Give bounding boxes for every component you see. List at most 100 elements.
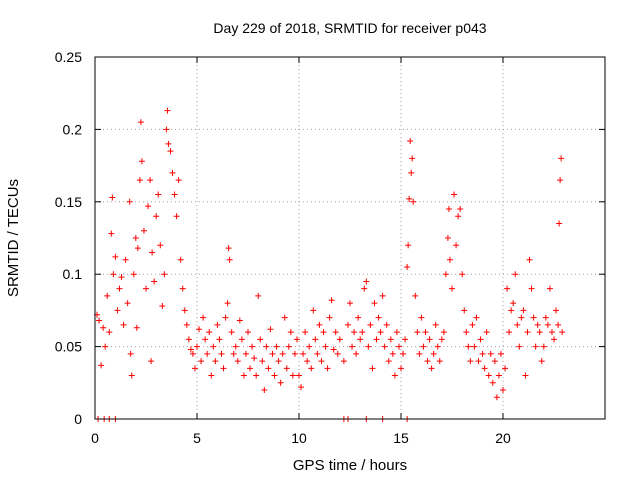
data-point [132, 235, 139, 241]
data-point [404, 263, 411, 270]
data-point [267, 326, 274, 333]
data-point [379, 292, 386, 299]
data-point [240, 372, 247, 379]
data-point [445, 206, 452, 213]
data-point [406, 195, 413, 202]
data-point [171, 191, 178, 198]
data-point [449, 285, 455, 292]
data-point [351, 329, 358, 336]
data-point [407, 137, 414, 144]
data-point [557, 177, 564, 184]
data-point [189, 350, 196, 357]
data-point [283, 365, 290, 372]
data-point [147, 177, 154, 184]
data-point [522, 372, 529, 379]
data-point [559, 329, 566, 336]
data-point [551, 336, 557, 343]
data-point [363, 278, 370, 285]
data-point [526, 256, 533, 263]
data-point [212, 358, 219, 365]
data-point [159, 303, 166, 310]
data-point [206, 329, 213, 336]
data-point [116, 285, 123, 292]
data-point [455, 213, 462, 220]
chart-title: Day 229 of 2018, SRMTID for receiver p04… [213, 20, 486, 36]
data-point [451, 191, 458, 198]
data-point [314, 350, 321, 357]
data-point [249, 343, 256, 350]
data-point [516, 343, 523, 350]
data-point [536, 329, 543, 336]
data-point [187, 346, 194, 353]
data-point [109, 194, 116, 201]
data-point [137, 119, 144, 126]
data-point [242, 350, 249, 357]
data-point [497, 350, 504, 357]
data-point [357, 336, 364, 343]
data-point [544, 321, 551, 328]
data-point [143, 285, 149, 292]
data-point [389, 350, 396, 357]
data-points [94, 107, 566, 422]
data-point [291, 350, 298, 357]
data-point [175, 177, 182, 184]
data-point [277, 379, 284, 386]
data-point [430, 350, 437, 357]
data-point [177, 256, 184, 263]
data-point [434, 343, 441, 350]
x-tick-label: 0 [91, 430, 99, 446]
data-point [546, 285, 553, 292]
data-point [334, 350, 341, 357]
data-point [122, 256, 129, 263]
data-point [165, 140, 172, 147]
data-point [395, 343, 402, 350]
data-point [542, 314, 549, 321]
data-point [353, 350, 360, 357]
data-point [473, 314, 480, 321]
data-point [130, 271, 137, 278]
data-point [204, 350, 211, 357]
data-point [347, 300, 353, 307]
axis-ticks: 0 0.05 0.1 0.15 0.2 0.25 0 5 10 15 20 [55, 49, 605, 446]
data-point [475, 358, 482, 365]
data-point [481, 365, 488, 372]
data-point [214, 321, 221, 328]
data-point [416, 350, 423, 357]
data-point [387, 336, 394, 343]
data-point [155, 191, 162, 198]
data-point [320, 329, 327, 336]
data-point [145, 203, 152, 210]
data-point [102, 343, 109, 350]
data-point [530, 314, 537, 321]
data-point [383, 321, 390, 328]
data-point [332, 329, 339, 336]
data-point [316, 321, 323, 328]
data-point [161, 271, 168, 278]
data-point [133, 324, 140, 331]
data-point [140, 227, 147, 234]
data-point [304, 358, 311, 365]
data-point [236, 317, 243, 324]
data-point [400, 350, 407, 357]
y-tick-label: 0.05 [55, 339, 82, 355]
x-tick-label: 10 [291, 430, 307, 446]
data-point [538, 358, 545, 365]
data-point [138, 158, 145, 165]
data-point [183, 321, 190, 328]
data-point [179, 285, 186, 292]
data-point [420, 343, 427, 350]
data-point [349, 343, 356, 350]
data-point [524, 329, 531, 336]
data-point [224, 300, 231, 307]
y-tick-label: 0.1 [63, 266, 83, 282]
data-point [128, 372, 135, 379]
data-point [457, 206, 464, 213]
data-point [296, 372, 302, 379]
x-tick-label: 20 [495, 430, 511, 446]
data-point [436, 358, 443, 365]
y-axis-label: SRMTID / TECUs [5, 179, 22, 297]
data-point [173, 213, 180, 220]
data-point [418, 314, 425, 321]
data-point [438, 336, 445, 343]
data-point [328, 297, 335, 304]
